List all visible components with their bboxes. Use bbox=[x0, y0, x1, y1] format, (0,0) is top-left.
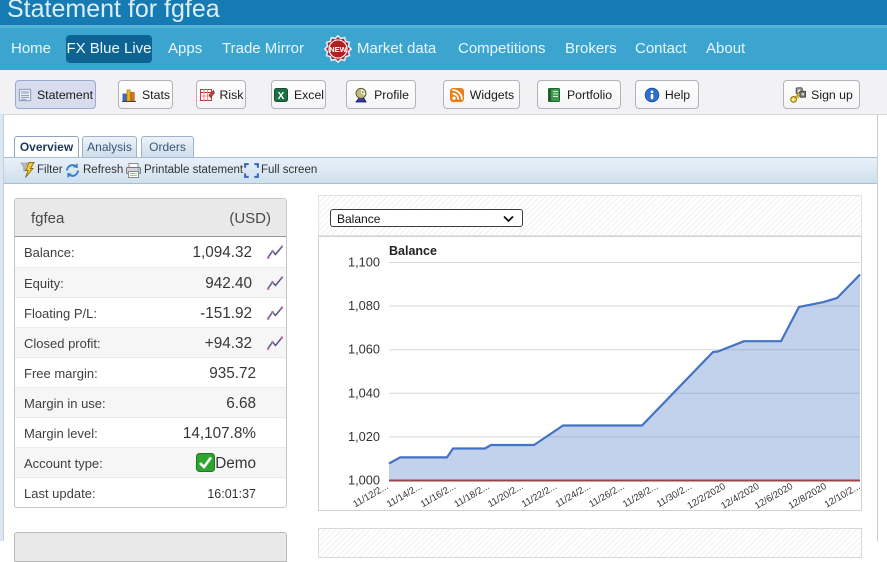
svg-text:11/26/2...: 11/26/2... bbox=[587, 481, 626, 510]
svg-text:1,080: 1,080 bbox=[348, 298, 380, 313]
svg-text:11/22/2...: 11/22/2... bbox=[520, 481, 559, 510]
svg-text:1,000: 1,000 bbox=[348, 473, 380, 488]
svg-text:1,020: 1,020 bbox=[348, 429, 380, 444]
svg-text:11/20/2...: 11/20/2... bbox=[486, 481, 525, 510]
svg-text:1,060: 1,060 bbox=[348, 342, 380, 357]
svg-text:11/18/2...: 11/18/2... bbox=[452, 481, 491, 510]
svg-text:11/28/2...: 11/28/2... bbox=[621, 481, 660, 510]
svg-text:1,040: 1,040 bbox=[348, 385, 380, 400]
svg-text:NEW: NEW bbox=[329, 45, 347, 54]
svg-text:11/14/2...: 11/14/2... bbox=[385, 481, 424, 510]
svg-text:1,100: 1,100 bbox=[348, 255, 380, 270]
svg-text:12/10/2...: 12/10/2... bbox=[823, 481, 863, 510]
svg-text:11/16/2...: 11/16/2... bbox=[419, 481, 458, 510]
svg-text:11/24/2...: 11/24/2... bbox=[554, 481, 593, 510]
svg-text:12/8/2020: 12/8/2020 bbox=[787, 481, 829, 512]
svg-text:Balance: Balance bbox=[389, 244, 437, 258]
svg-text:X: X bbox=[278, 91, 285, 102]
